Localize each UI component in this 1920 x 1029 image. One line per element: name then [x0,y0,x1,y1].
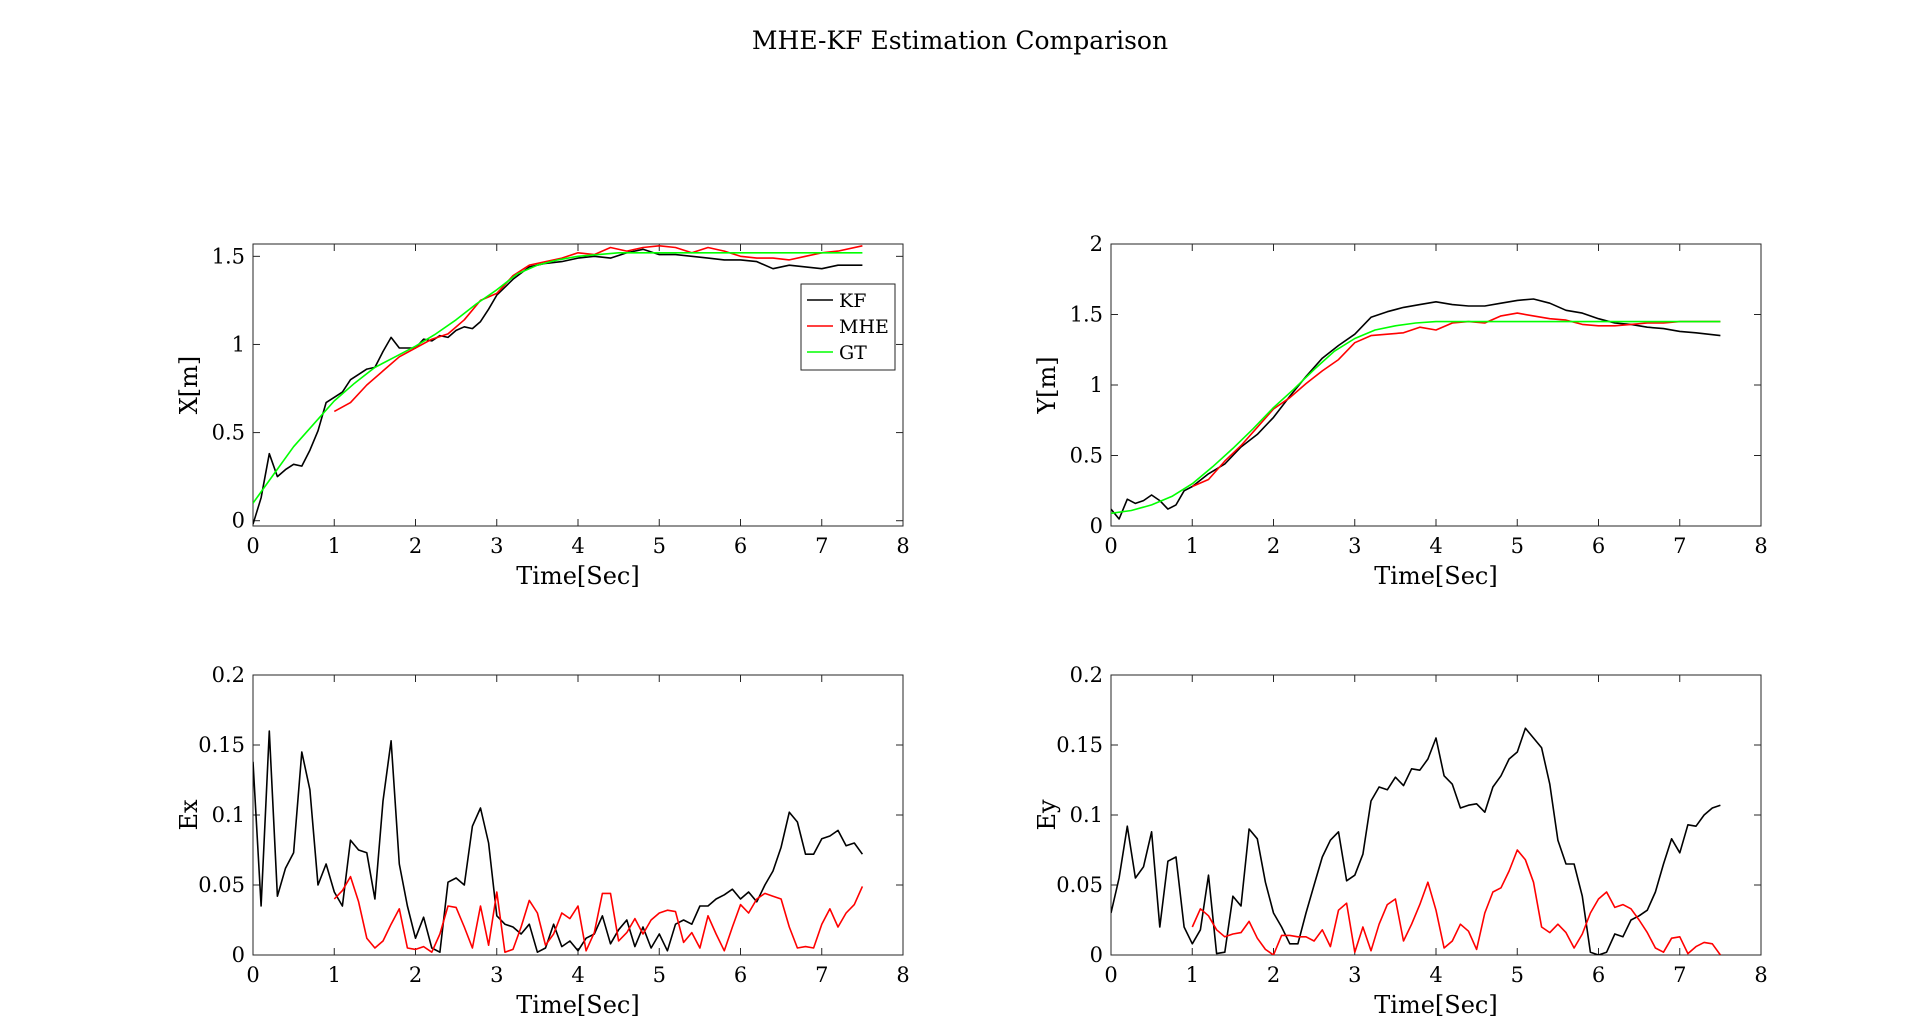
legend-box [800,283,896,371]
y-axis-label: X[m] [175,356,203,415]
y-tick-label: 1.5 [212,244,245,268]
x-tick-label: 0 [1104,534,1117,558]
x-axis-label: Time[Sec] [1374,562,1497,590]
series-line-mhe [1191,849,1722,955]
y-axis-label: Ex [175,799,203,831]
x-tick-label: 4 [1429,534,1442,558]
x-tick-label: 0 [246,534,259,558]
y-tick-label: 1.5 [1070,303,1103,327]
legend-label-mhe: MHE [839,316,889,338]
y-tick-label: 0.1 [1070,803,1103,827]
x-tick-label: 7 [1673,534,1686,558]
legend-label-gt: GT [839,342,867,364]
series-line-gt [253,252,863,504]
series-line-kf [1111,727,1721,955]
x-axis-label: Time[Sec] [516,991,639,1019]
series-line-mhe [333,875,864,954]
x-tick-label: 4 [1429,963,1442,987]
legend-label-kf: KF [839,290,866,312]
y-tick-label: 0.05 [198,873,245,897]
y-tick-label: 1 [232,332,245,356]
x-tick-label: 3 [490,534,503,558]
axes-box [1110,243,1762,527]
subplot-3: 0 1 2 3 4 5 6 7 8 0 0.05 0.1 0.15 0.2 Time[Sec] Ex [175,663,910,1019]
x-tick-label: 7 [815,963,828,987]
x-tick-label: 8 [1754,963,1767,987]
x-tick-label: 6 [1592,534,1605,558]
subplot-2: 0 1 2 3 4 5 6 7 8 0 0.5 1 1.5 2 Time[Sec] Y[m] [1033,232,1768,590]
y-tick-label: 0 [232,943,245,967]
x-tick-label: 5 [1511,534,1524,558]
y-tick-label: 0.2 [212,663,245,687]
series-line-mhe [1191,312,1721,488]
subplot-1: 0 1 2 3 4 5 6 7 8 0 0.5 1 1.5 Time[Sec] X[m] KF MHE GT [175,243,910,590]
y-tick-label: 0 [1090,943,1103,967]
y-tick-label: 0.2 [1070,663,1103,687]
x-tick-label: 3 [1348,534,1361,558]
x-tick-label: 1 [328,963,341,987]
series-line-gt [1111,320,1721,515]
x-tick-label: 2 [1267,534,1280,558]
x-tick-label: 4 [571,534,584,558]
y-tick-label: 0 [1090,514,1103,538]
y-axis-label: Y[m] [1033,356,1061,414]
x-tick-label: 5 [653,534,666,558]
series-line-kf [1111,298,1721,520]
x-tick-label: 3 [1348,963,1361,987]
x-tick-label: 1 [328,534,341,558]
x-tick-label: 5 [1511,963,1524,987]
series-line-kf [253,730,864,954]
x-axis-label: Time[Sec] [1374,991,1497,1019]
x-tick-label: 0 [246,963,259,987]
y-tick-label: 0.15 [1056,733,1103,757]
x-tick-label: 4 [571,963,584,987]
x-tick-label: 8 [1754,534,1767,558]
x-tick-label: 6 [1592,963,1605,987]
x-tick-label: 2 [409,534,422,558]
x-tick-label: 7 [815,534,828,558]
x-tick-label: 3 [490,963,503,987]
x-tick-label: 1 [1186,534,1199,558]
y-tick-label: 2 [1090,232,1103,256]
y-tick-label: 0 [232,509,245,533]
x-tick-label: 6 [734,963,747,987]
x-tick-label: 8 [896,534,909,558]
x-tick-label: 8 [896,963,909,987]
legend: KF MHE GT [800,283,896,371]
y-tick-label: 0.5 [212,421,245,445]
axes-box [252,674,904,956]
x-tick-label: 1 [1186,963,1199,987]
axes-box [252,243,904,527]
y-tick-label: 1 [1090,373,1103,397]
y-axis-label: Ey [1033,799,1061,831]
y-tick-label: 0.5 [1070,444,1103,468]
x-tick-label: 0 [1104,963,1117,987]
x-tick-label: 2 [1267,963,1280,987]
subplot-4: 0 1 2 3 4 5 6 7 8 0 0.05 0.1 0.15 0.2 Time[Sec] Ey [1033,663,1768,1019]
x-tick-label: 5 [653,963,666,987]
figure-title: MHE-KF Estimation Comparison [752,26,1168,55]
x-tick-label: 6 [734,534,747,558]
x-tick-label: 7 [1673,963,1686,987]
x-tick-label: 2 [409,963,422,987]
y-tick-label: 0.15 [198,733,245,757]
y-tick-label: 0.05 [1056,873,1103,897]
y-tick-label: 0.1 [212,803,245,827]
x-axis-label: Time[Sec] [516,562,639,590]
